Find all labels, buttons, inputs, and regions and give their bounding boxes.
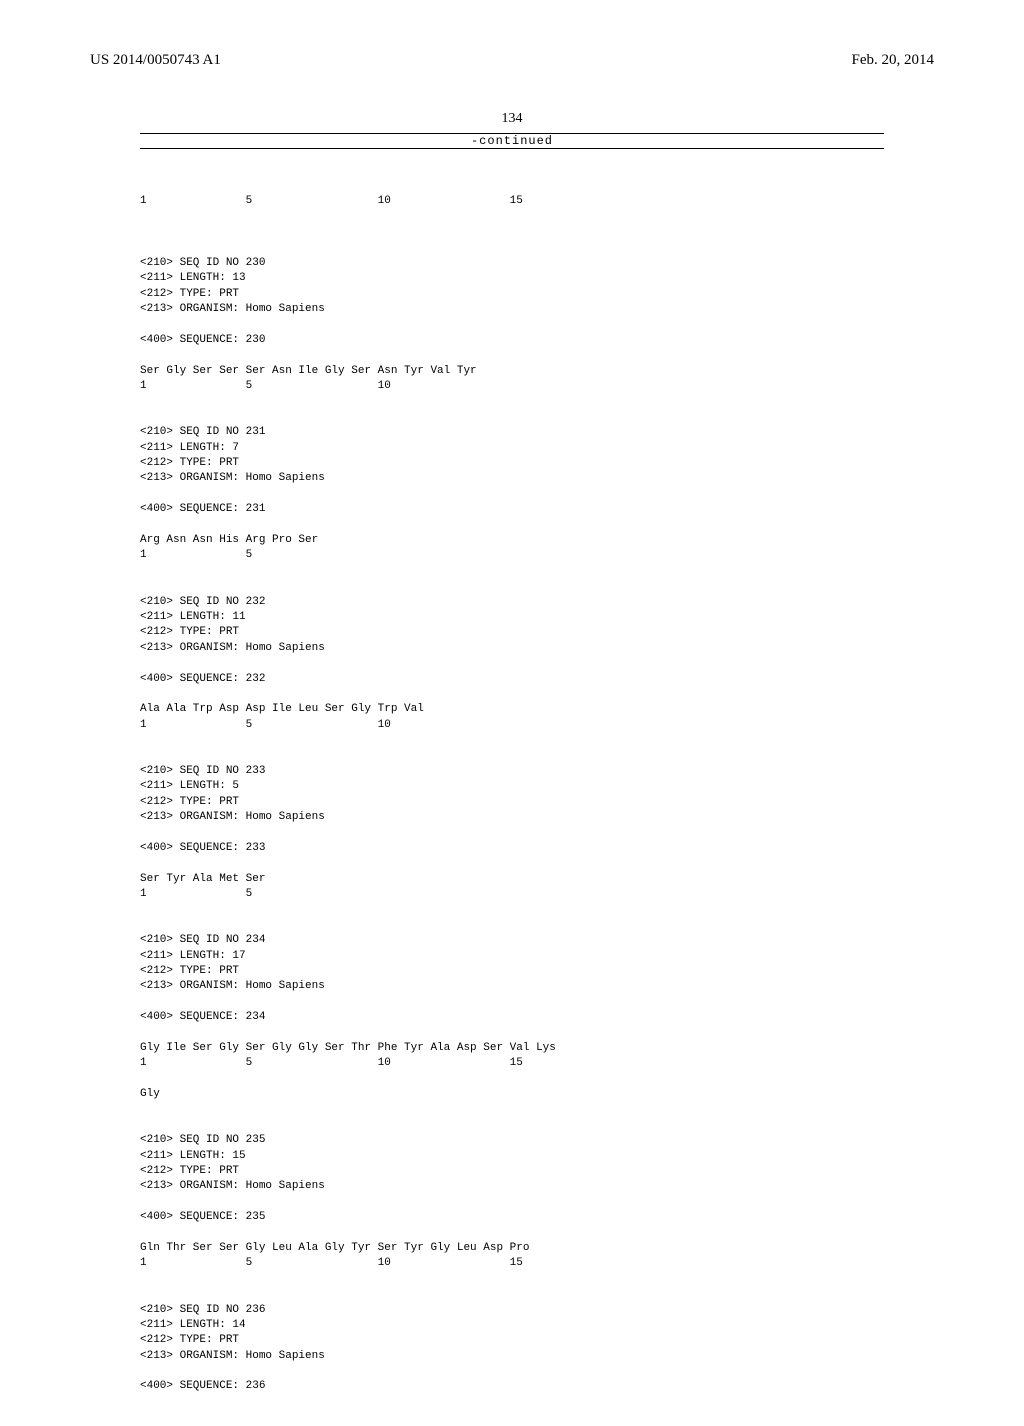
continued-label: -continued	[0, 134, 1024, 148]
publication-number: US 2014/0050743 A1	[90, 52, 221, 69]
position-markers: 1 5 10 15	[140, 195, 523, 207]
sequences-container: <210> SEQ ID NO 230 <211> LENGTH: 13 <21…	[140, 241, 884, 1411]
sequence-listing: 1 5 10 15 <210> SEQ ID NO 230 <211> LENG…	[0, 149, 1024, 1426]
publication-date: Feb. 20, 2014	[852, 52, 935, 69]
page-number: 134	[0, 111, 1024, 127]
page-header: US 2014/0050743 A1 Feb. 20, 2014	[0, 0, 1024, 69]
